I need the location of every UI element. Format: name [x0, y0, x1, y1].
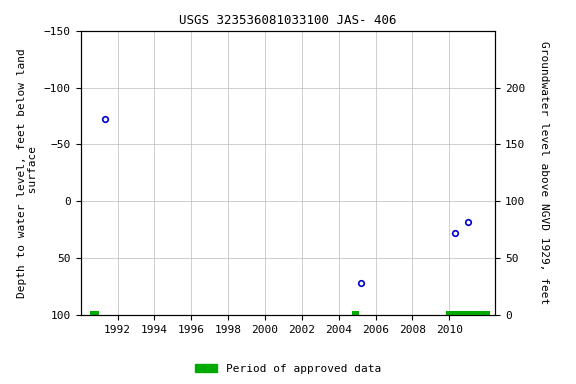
Title: USGS 323536081033100 JAS- 406: USGS 323536081033100 JAS- 406: [179, 14, 397, 27]
Legend: Period of approved data: Period of approved data: [191, 359, 385, 379]
Bar: [446, 311, 490, 315]
Y-axis label: Depth to water level, feet below land
 surface: Depth to water level, feet below land su…: [17, 48, 39, 298]
Bar: [351, 311, 359, 315]
Bar: [90, 311, 99, 315]
Y-axis label: Groundwater level above NGVD 1929, feet: Groundwater level above NGVD 1929, feet: [539, 41, 550, 305]
